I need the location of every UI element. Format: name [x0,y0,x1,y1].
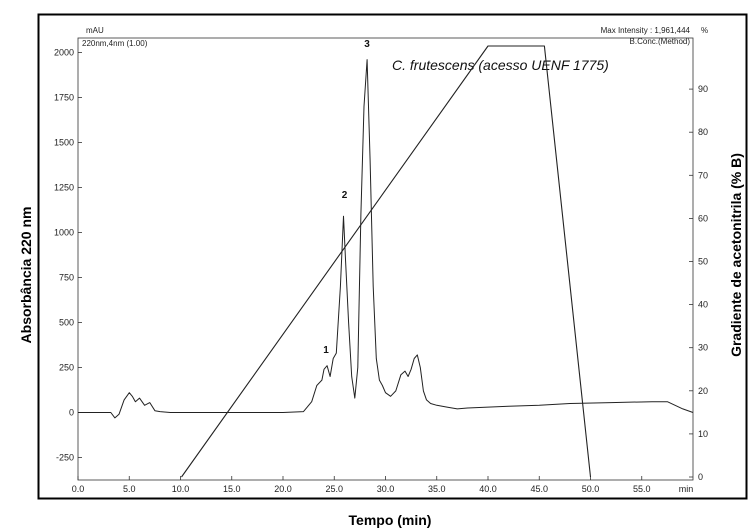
x-tick-label: 20.0 [274,484,292,494]
y-tick-label: 1500 [54,137,74,147]
y-tick-label: 500 [59,317,74,327]
peak-label: 3 [364,39,370,50]
max-intensity-label: Max Intensity : 1,961,444 [601,26,691,35]
peak-label: 2 [342,190,348,201]
x-tick-label: 35.0 [428,484,446,494]
x-tick-label: 10.0 [172,484,190,494]
y-tick-label: 250 [59,362,74,372]
y-tick-label: 1750 [54,92,74,102]
y2-tick-label: 80 [698,127,708,137]
x-tick-label: 45.0 [530,484,548,494]
y-tick-label: -250 [56,452,74,462]
peak-label: 1 [323,345,329,356]
x-tick-label: 30.0 [377,484,395,494]
y2-tick-label: 70 [698,170,708,180]
peak-labels: 1 2 3 [323,39,370,356]
x-tick-label: 25.0 [325,484,343,494]
left-unit-label: mAU [86,26,104,35]
outer-frame [37,13,748,500]
y-tick-label: 1250 [54,182,74,192]
x-tick-label: 55.0 [633,484,651,494]
y-tick-label: 2000 [54,47,74,57]
y-tick-label: 0 [69,407,74,417]
x-tick-label: 40.0 [479,484,497,494]
axis-ticks: 0.0 5.0 10.0 15.0 20.0 25.0 30.0 35.0 40.0 45.0 50… [54,47,708,494]
y-axis-title: Absorbância 220 nm [18,207,34,344]
y2-tick-label: 40 [698,300,708,310]
x-tick-label: 5.0 [123,484,136,494]
y2-tick-label: 60 [698,213,708,223]
y2-tick-label: 0 [698,472,703,482]
absorbance-trace [78,59,694,419]
chart-title: C. frutescens (acesso UENF 1775) [392,57,609,73]
gradient-line [181,45,592,478]
y2-tick-label: 90 [698,84,708,94]
y-tick-label: 1000 [54,227,74,237]
series-layer [78,45,694,478]
x-tick-label: 0.0 [72,484,85,494]
y2-tick-label: 50 [698,257,708,267]
x-unit-label: min [679,484,694,494]
plot-area-border [77,37,694,481]
y2-tick-label: 10 [698,429,708,439]
y2-tick-label: 30 [698,343,708,353]
channel-label: 220nm,4nm (1.00) [82,39,148,48]
right-unit-label: % [701,26,708,35]
y2-axis-title: Gradiente de acetonitrila (% B) [728,153,744,357]
y-tick-label: 750 [59,272,74,282]
x-tick-label: 50.0 [582,484,600,494]
x-axis-title: Tempo (min) [349,512,432,528]
x-tick-label: 15.0 [223,484,241,494]
y2-tick-label: 20 [698,386,708,396]
method-label: B.Conc.(Method) [630,37,691,46]
